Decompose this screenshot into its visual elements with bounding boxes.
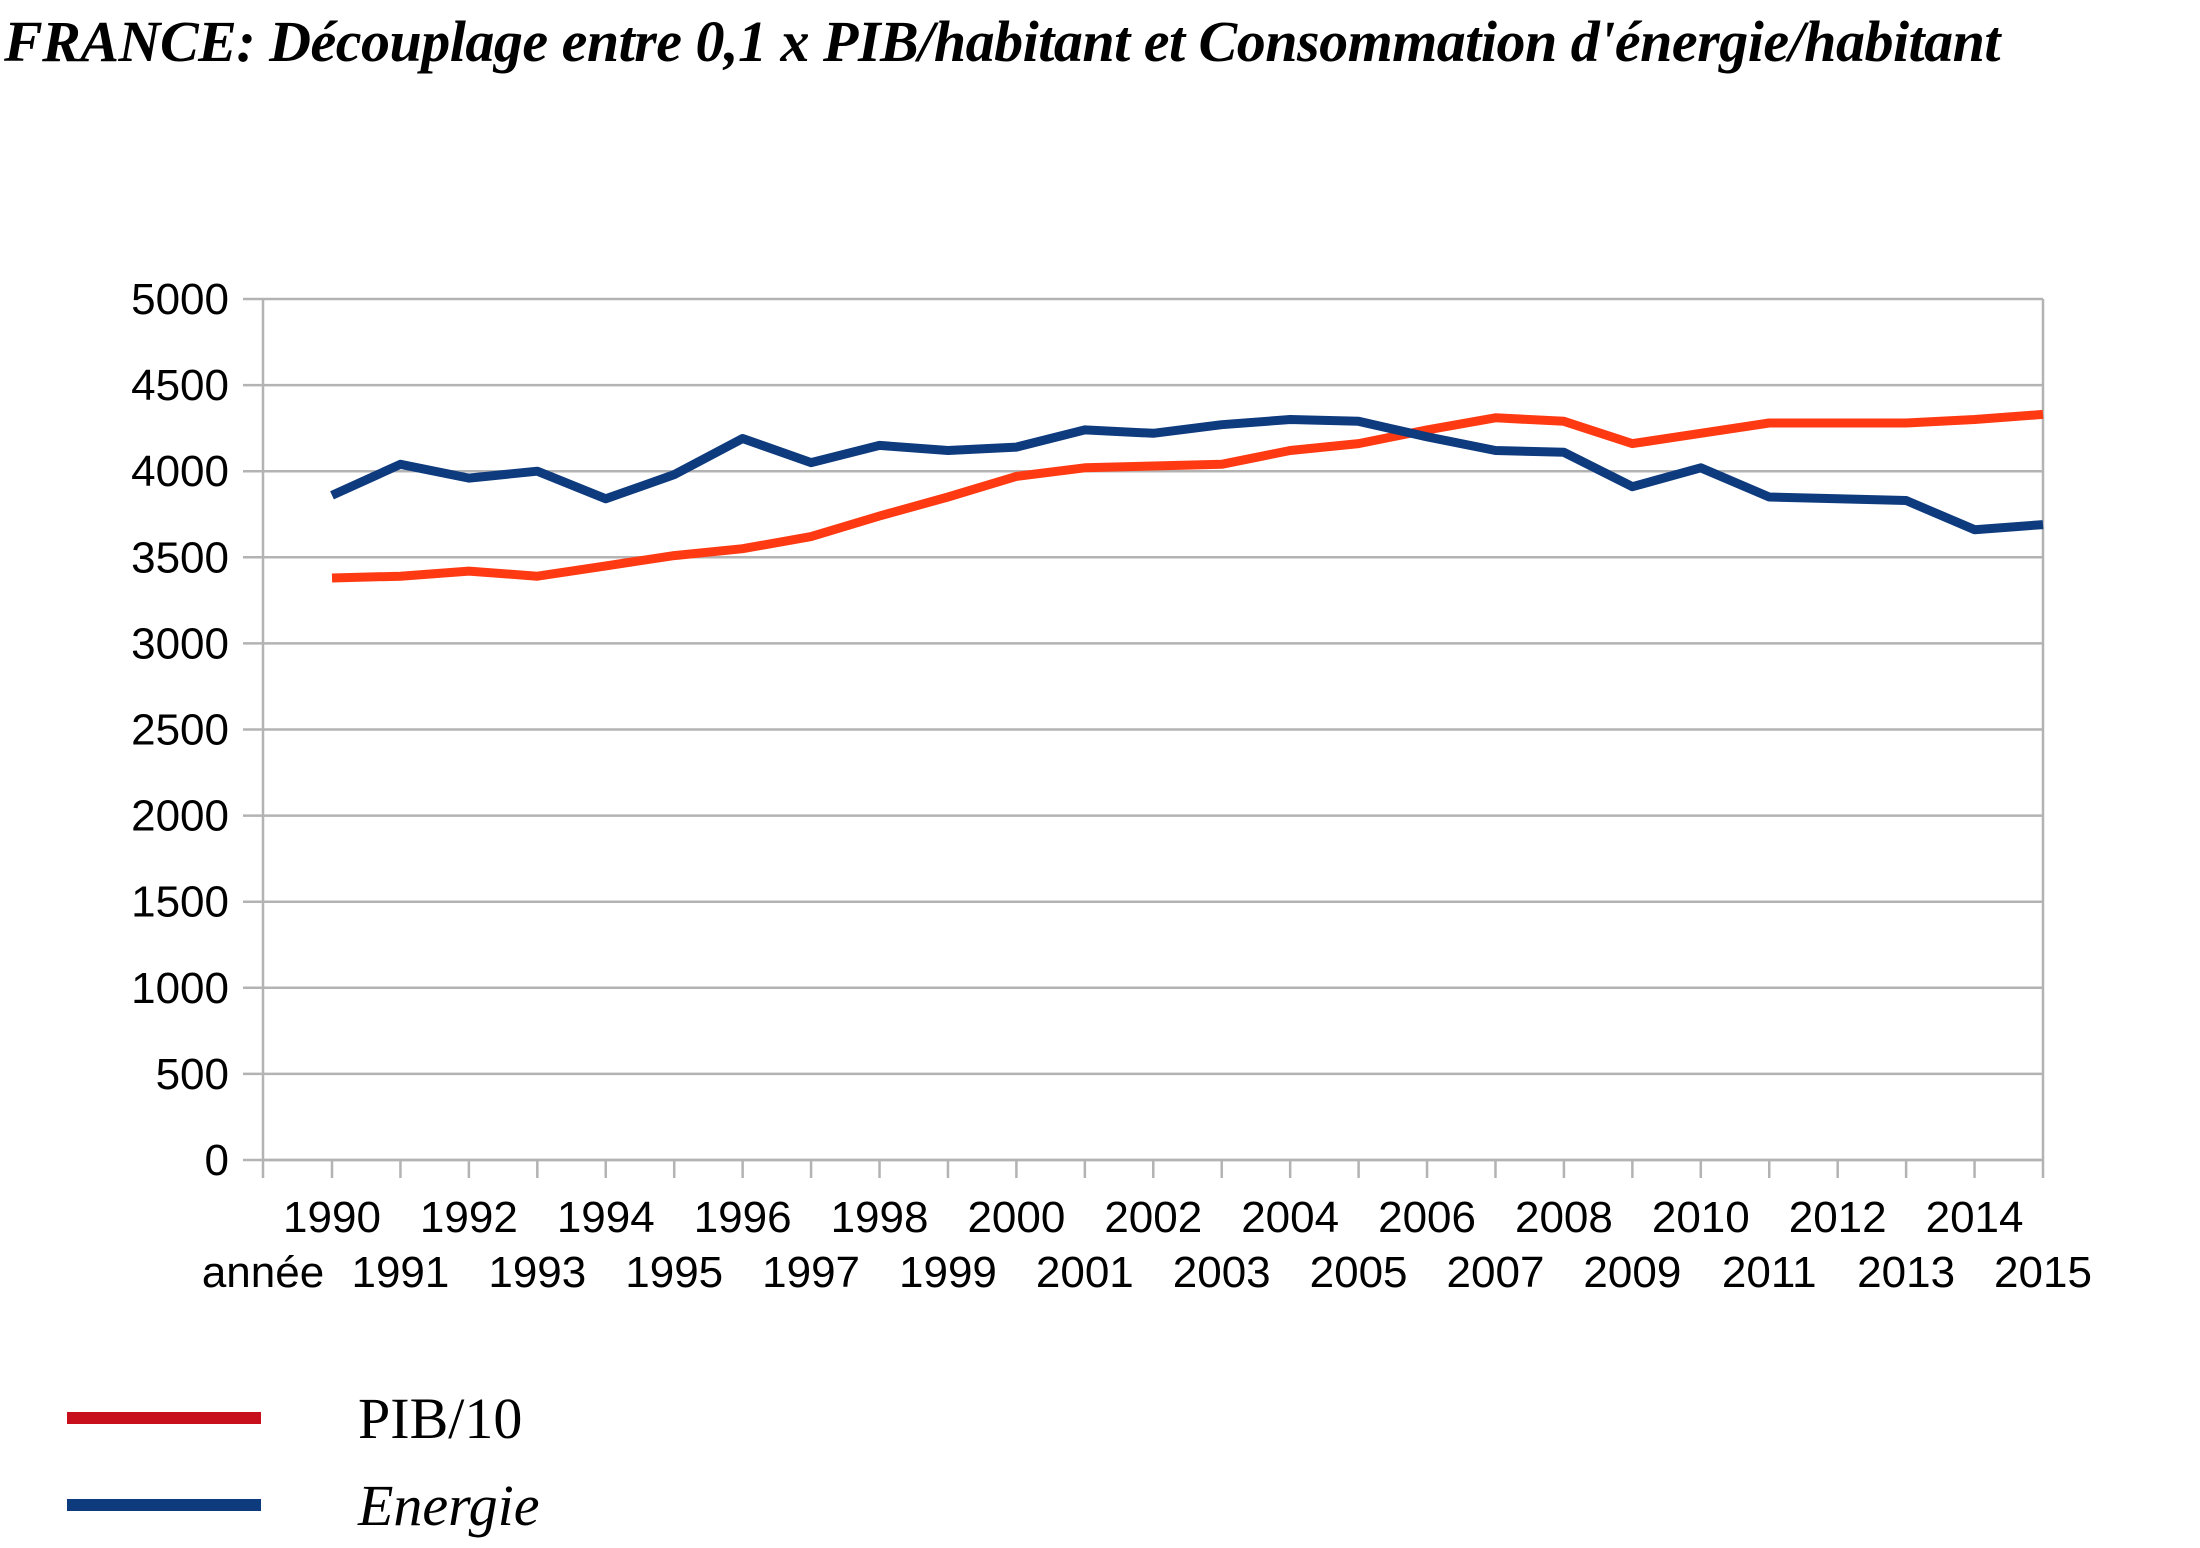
y-tick-label: 4000	[131, 447, 229, 496]
x-tick-label: 2000	[967, 1193, 1065, 1242]
y-tick-label: 0	[205, 1136, 229, 1185]
x-tick-label: 1998	[831, 1193, 929, 1242]
y-tick-label: 4500	[131, 361, 229, 410]
y-tick-label: 1000	[131, 964, 229, 1013]
x-tick-label: 1992	[420, 1193, 518, 1242]
x-tick-label: 1995	[625, 1248, 723, 1297]
x-tick-label: 1990	[283, 1193, 381, 1242]
grid-lines	[243, 297, 2043, 1162]
y-tick-label: 500	[156, 1050, 229, 1099]
legend-label: Energie	[357, 1473, 539, 1538]
x-tick-label: 2001	[1036, 1248, 1134, 1297]
x-tick-label: 2008	[1515, 1193, 1613, 1242]
series-line-pib-10	[331, 409, 2044, 583]
x-tick-label: 1991	[351, 1248, 449, 1297]
x-tick-label: 2010	[1652, 1193, 1750, 1242]
series-lines	[330, 409, 2044, 583]
legend-label: PIB/10	[358, 1386, 522, 1451]
y-tick-label: 5000	[131, 275, 229, 324]
x-tick-label: 2005	[1310, 1248, 1408, 1297]
x-tick-label: 1993	[488, 1248, 586, 1297]
x-tick-label: 2006	[1378, 1193, 1476, 1242]
x-tick-label: 2002	[1104, 1193, 1202, 1242]
legend: PIB/10 Energie	[67, 1386, 539, 1538]
y-tick-label: 2500	[131, 706, 229, 755]
x-tick-label: 2004	[1241, 1193, 1339, 1242]
x-tick-label: 2009	[1583, 1248, 1681, 1297]
x-tick-label: 2015	[1994, 1248, 2092, 1297]
y-tick-label: 2000	[131, 792, 229, 841]
x-tick-label: 1999	[899, 1248, 997, 1297]
x-tick-label: 2013	[1857, 1248, 1955, 1297]
y-tick-label: 3500	[131, 533, 229, 582]
x-tick-label: 2012	[1789, 1193, 1887, 1242]
x-tick-label: 1997	[762, 1248, 860, 1297]
x-tick-label: 1994	[557, 1193, 655, 1242]
chart-title: FRANCE: Découplage entre 0,1 x PIB/habit…	[4, 9, 2001, 74]
x-tick-label: 2011	[1722, 1248, 1817, 1297]
x-tick-labels: 1990 1991 1992 1993 1994 1995 1996 1997 1998 1999…	[202, 1193, 2092, 1297]
x-tick-label: 1996	[694, 1193, 792, 1242]
x-tick-label: 2014	[1926, 1193, 2024, 1242]
x-tick-label: 2003	[1173, 1248, 1271, 1297]
x-axis-label: année	[202, 1248, 324, 1297]
y-tick-label: 1500	[131, 878, 229, 927]
y-tick-labels: 0 500 1000 1500 2000 2500 3000 3500 4000 4500 5000	[131, 275, 229, 1185]
x-tick-label: 2007	[1447, 1248, 1545, 1297]
y-tick-label: 3000	[131, 619, 229, 668]
series-line-energie	[330, 415, 2044, 535]
axes	[261, 299, 2045, 1178]
